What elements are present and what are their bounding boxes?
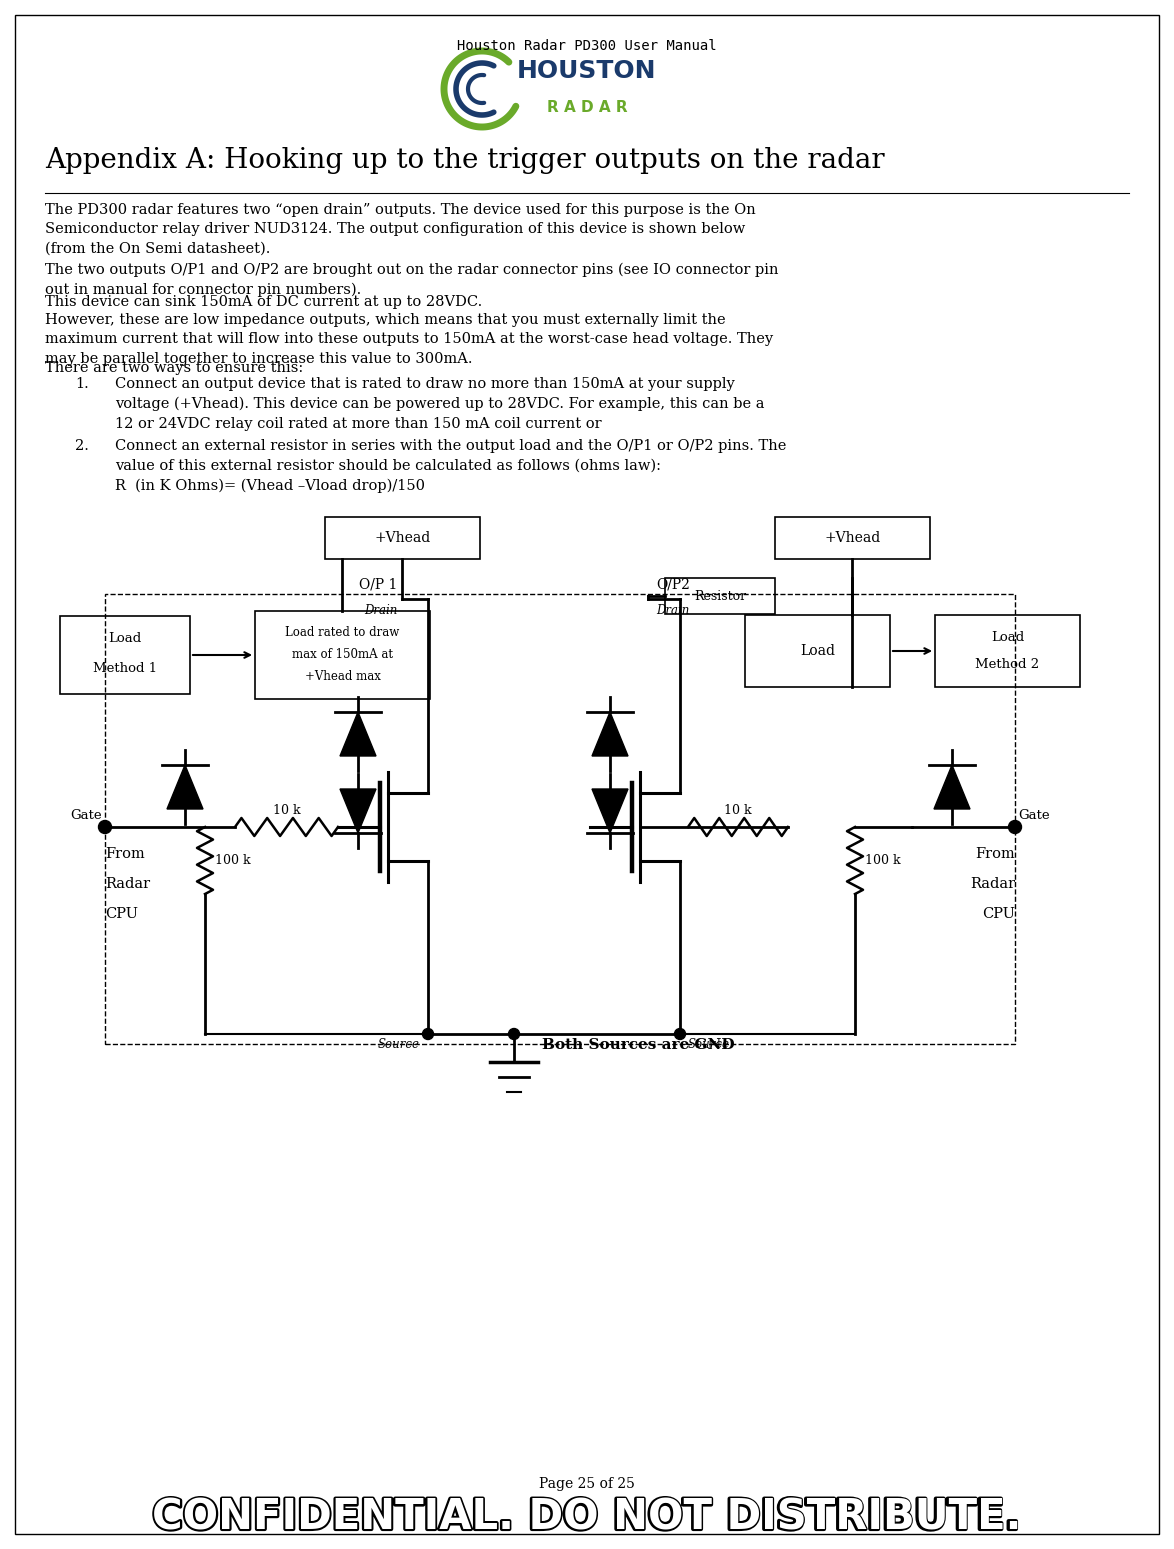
Text: From: From <box>976 847 1016 861</box>
Bar <box>664 578 775 613</box>
Circle shape <box>99 821 112 833</box>
Bar <box>255 610 430 699</box>
Text: This device can sink 150mA of DC current at up to 28VDC.: This device can sink 150mA of DC current… <box>45 294 483 308</box>
Text: Page 25 of 25: Page 25 of 25 <box>539 1478 635 1492</box>
Text: CPU: CPU <box>104 908 139 922</box>
Circle shape <box>423 1029 433 1039</box>
Text: Load: Load <box>799 644 835 658</box>
Circle shape <box>508 1029 520 1039</box>
Text: Load rated to draw: Load rated to draw <box>285 626 399 640</box>
Text: Connect an external resistor in series with the output load and the O/P1 or O/P2: Connect an external resistor in series w… <box>115 438 787 493</box>
Text: 10 k: 10 k <box>272 804 301 816</box>
Text: 100 k: 100 k <box>215 853 251 867</box>
Text: R A D A R: R A D A R <box>547 99 627 115</box>
Text: Method 2: Method 2 <box>976 658 1039 672</box>
Text: 2.: 2. <box>75 438 89 452</box>
Text: CONFIDENTIAL. DO NOT DISTRIBUTE.: CONFIDENTIAL. DO NOT DISTRIBUTE. <box>153 1496 1021 1538</box>
Text: Load: Load <box>991 630 1024 643</box>
Bar <box>104 593 1016 1044</box>
Polygon shape <box>340 788 376 833</box>
Text: HOUSTON: HOUSTON <box>518 59 656 84</box>
Text: O/P 1: O/P 1 <box>359 578 398 592</box>
Bar <box>775 517 930 559</box>
Text: +Vhead: +Vhead <box>375 531 431 545</box>
Polygon shape <box>340 713 376 756</box>
Circle shape <box>1008 821 1021 833</box>
Text: Both Sources are GND: Both Sources are GND <box>542 1038 735 1052</box>
Text: Connect an output device that is rated to draw no more than 150mA at your supply: Connect an output device that is rated t… <box>115 376 764 431</box>
Bar <box>60 617 190 694</box>
Text: Gate: Gate <box>70 809 102 823</box>
Text: Load: Load <box>108 632 142 646</box>
Text: Source: Source <box>378 1038 420 1052</box>
Text: The two outputs O/P1 and O/P2 are brought out on the radar connector pins (see I: The two outputs O/P1 and O/P2 are brough… <box>45 263 778 297</box>
Text: Drain: Drain <box>364 604 398 617</box>
Text: O/P2: O/P2 <box>656 578 690 592</box>
Text: However, these are low impedance outputs, which means that you must externally l: However, these are low impedance outputs… <box>45 313 774 366</box>
Bar <box>325 517 480 559</box>
Text: 100 k: 100 k <box>865 853 900 867</box>
Bar <box>745 615 890 688</box>
Text: From: From <box>104 847 144 861</box>
Text: Drain: Drain <box>656 604 689 617</box>
Polygon shape <box>167 765 203 809</box>
Circle shape <box>675 1029 686 1039</box>
Text: Method 1: Method 1 <box>93 663 157 675</box>
Text: 1.: 1. <box>75 376 89 390</box>
Text: +Vhead: +Vhead <box>824 531 880 545</box>
Text: Source: Source <box>688 1038 730 1052</box>
Polygon shape <box>592 788 628 833</box>
Polygon shape <box>935 765 970 809</box>
Text: There are two ways to ensure this:: There are two ways to ensure this: <box>45 361 303 375</box>
Text: Resistor: Resistor <box>694 590 745 603</box>
Text: CPU: CPU <box>981 908 1016 922</box>
Polygon shape <box>592 713 628 756</box>
Text: The PD300 radar features two “open drain” outputs. The device used for this purp: The PD300 radar features two “open drain… <box>45 203 756 256</box>
Text: Appendix A: Hooking up to the trigger outputs on the radar: Appendix A: Hooking up to the trigger ou… <box>45 147 885 173</box>
Text: 10 k: 10 k <box>724 804 751 816</box>
Text: Radar: Radar <box>970 877 1016 891</box>
Text: Houston Radar PD300 User Manual: Houston Radar PD300 User Manual <box>457 39 717 53</box>
Text: Gate: Gate <box>1018 809 1050 823</box>
Text: Radar: Radar <box>104 877 150 891</box>
Text: max of 150mA at: max of 150mA at <box>292 649 393 661</box>
Text: +Vhead max: +Vhead max <box>304 671 380 683</box>
Text: CONFIDENTIAL. DO NOT DISTRIBUTE.: CONFIDENTIAL. DO NOT DISTRIBUTE. <box>153 1496 1021 1538</box>
Bar <box>935 615 1080 688</box>
